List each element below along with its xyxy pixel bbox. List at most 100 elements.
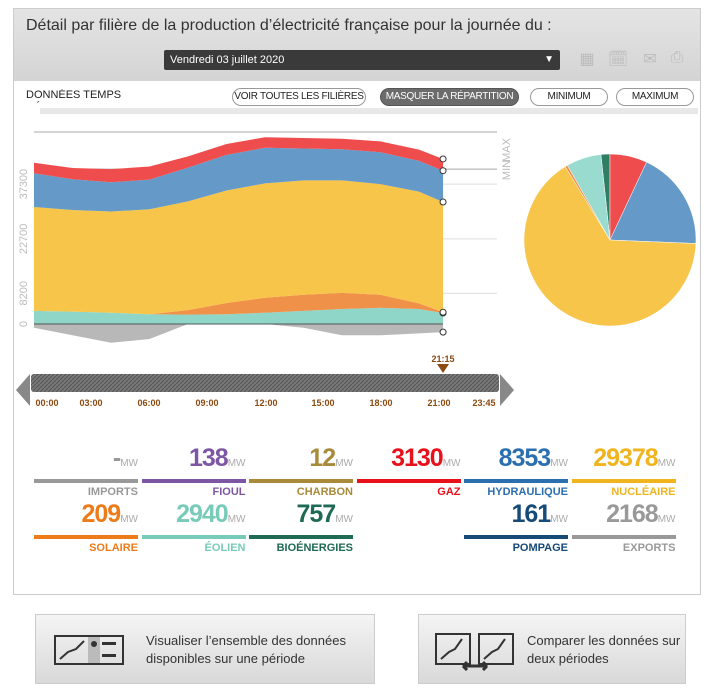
timeline-scrollbar[interactable] — [31, 374, 499, 392]
kpi-value: 757 — [296, 500, 337, 528]
hide-split-button[interactable]: MASQUER LA RÉPARTITION — [380, 88, 519, 106]
compare-label: Comparer les données sur deux périodes — [527, 633, 681, 666]
kpi-unit: MW — [442, 458, 461, 469]
kpi-color-bar — [34, 479, 138, 483]
production-chart: MAX MIN 0 8200 22700 37300 21:15 00:00 03:00… — [16, 131, 697, 408]
kpi-charbon: 12MW CHARBON — [249, 445, 353, 498]
x-tick: 18:00 — [369, 398, 392, 408]
kpi-color-bar — [249, 479, 353, 483]
scroll-left-arrow[interactable] — [16, 374, 30, 406]
maximum-button[interactable]: MAXIMUM — [616, 88, 694, 106]
calendar-icon[interactable]: ▦ — [579, 51, 595, 68]
compare-periods-button[interactable]: Comparer les données sur deux périodes — [418, 614, 686, 684]
visualize-label: Visualiser l’ensemble des données dispon… — [146, 633, 346, 666]
date-select[interactable]: Vendredi 03 juillet 2020 ▼ — [164, 50, 560, 70]
kpi-value: 161 — [511, 500, 552, 528]
kpi-label: FIOUL — [212, 486, 246, 498]
kpi-gaz: 3130MW GAZ — [356, 445, 461, 498]
kpi-unit: MW — [335, 514, 353, 525]
realtime-label: DONNÉES TEMPS RÉEL — [26, 89, 122, 103]
kpi-fioul: 138MW FIOUL — [141, 444, 246, 498]
y-tick: 8200 — [18, 281, 30, 305]
kpi-unit: MW — [657, 458, 676, 469]
pie-slice-hydraulique[interactable] — [609, 161, 697, 244]
kpi-label: HYDRAULIQUE — [487, 486, 568, 498]
kpi-value: 29378 — [593, 444, 659, 472]
visualize-period-button[interactable]: Visualiser l’ensemble des données dispon… — [35, 614, 375, 684]
kpi-label: GAZ — [437, 486, 461, 498]
kpi-label: SOLAIRE — [89, 542, 138, 554]
kpi-value: 12 — [309, 444, 336, 472]
area-éolien — [34, 307, 444, 324]
kpi-value: 2168 — [606, 500, 659, 528]
area-nucléaire — [34, 180, 444, 315]
kpi-color-bar — [141, 535, 246, 539]
area-solaire — [34, 292, 444, 315]
kpi-pompage: 161MW POMPAGE — [464, 501, 568, 554]
kpi-éolien: 2940MW ÉOLIEN — [141, 500, 246, 554]
kpi-unit: MW — [227, 458, 246, 469]
kpi-value: 2940 — [176, 500, 229, 528]
show-all-button[interactable]: VOIR TOUTES LES FILIÈRES — [232, 88, 366, 106]
kpi-solaire: 209MW SOLAIRE — [34, 501, 138, 554]
kpi-color-bar — [249, 535, 353, 539]
kpi-nucléaire: 29378MW NUCLÉAIRE — [571, 444, 676, 498]
header: Détail par filière de la production d’él… — [14, 9, 700, 81]
chevron-down-icon: ▼ — [544, 54, 554, 65]
y-tick: 0 — [18, 321, 30, 327]
series-marker[interactable] — [439, 198, 447, 206]
kpi-label: ÉOLIEN — [204, 542, 246, 554]
x-tick: 06:00 — [137, 398, 160, 408]
kpi-label: BIOÉNERGIES — [276, 542, 353, 554]
cursor-marker[interactable] — [437, 364, 449, 373]
x-tick: 15:00 — [311, 398, 334, 408]
x-tick: 03:00 — [79, 398, 102, 408]
kpi-value: 138 — [189, 444, 229, 472]
kpi-value: 8353 — [498, 444, 552, 472]
kpi-label: EXPORTS — [622, 542, 676, 554]
kpi-hydraulique: 8353MW HYDRAULIQUE — [464, 445, 568, 498]
pie-slice-éolien[interactable] — [567, 154, 611, 241]
series-marker[interactable] — [439, 328, 447, 336]
x-tick: 09:00 — [195, 398, 218, 408]
kpi-unit: MW — [335, 458, 353, 469]
calendar-a-icon[interactable]: 🗓 — [607, 51, 629, 68]
kpi-color-bar — [571, 479, 676, 483]
page-title: Détail par filière de la production d’él… — [26, 17, 552, 34]
compare-icon — [435, 633, 514, 671]
kpi-label: NUCLÉAIRE — [611, 486, 676, 498]
kpi-label: CHARBON — [296, 486, 353, 498]
area-exports — [34, 324, 444, 343]
kpi-color-bar — [34, 535, 138, 539]
min-label: MIN — [501, 160, 513, 180]
chart-overview-icon — [54, 635, 124, 665]
email-icon[interactable]: ✉ — [643, 51, 657, 68]
pie-slice-nucléaire[interactable] — [523, 166, 697, 327]
kpi-color-bar — [141, 479, 246, 483]
kpi-unit: MW — [227, 514, 246, 525]
kpi-value: - — [112, 444, 121, 472]
kpi-label: IMPORTS — [87, 486, 138, 498]
x-tick: 21:00 — [427, 398, 450, 408]
kpi-unit: MW — [550, 458, 568, 469]
kpi-unit: MW — [550, 514, 568, 525]
series-marker[interactable] — [439, 308, 447, 316]
x-tick: 12:00 — [254, 398, 277, 408]
kpi-color-bar — [464, 479, 568, 483]
scroll-right-arrow[interactable] — [500, 374, 514, 406]
x-tick: 23:45 — [472, 398, 495, 408]
kpi-unit: MW — [120, 458, 138, 469]
max-label: MAX — [501, 137, 513, 162]
kpi-unit: MW — [120, 514, 138, 525]
series-marker[interactable] — [439, 155, 447, 163]
kpi-exports: 2168MW EXPORTS — [571, 500, 676, 554]
print-icon[interactable]: ⎙ — [670, 49, 684, 66]
cursor-time: 21:15 — [431, 354, 454, 364]
area-hydraulique — [34, 147, 444, 212]
kpi-value: 209 — [81, 500, 122, 528]
minimum-button[interactable]: MINIMUM — [530, 88, 608, 106]
series-marker[interactable] — [439, 167, 447, 175]
y-tick: 22700 — [18, 224, 30, 255]
divider — [40, 108, 698, 114]
y-tick: 37300 — [18, 169, 30, 200]
